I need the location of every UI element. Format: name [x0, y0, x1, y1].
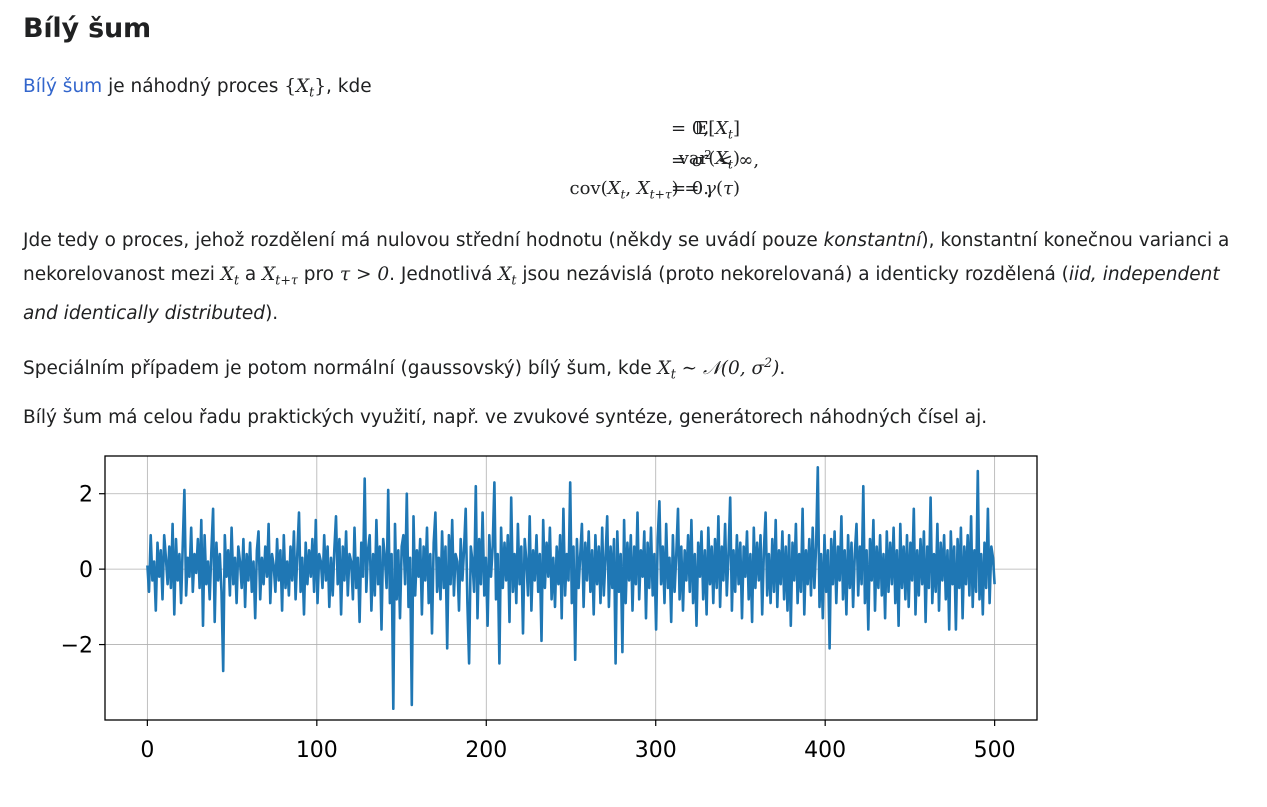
para1-text-6: . Jednotlivá: [389, 263, 499, 285]
para2-math: Xt ∼ 𝒩(0, σ2): [657, 355, 780, 382]
page-title: Bílý šum: [23, 13, 151, 44]
equation-row-3: cov(Xt, Xt+τ) = γ(τ) = 0.: [23, 178, 1245, 206]
intro-text: je náhodný proces: [102, 76, 285, 97]
white-noise-link[interactable]: Bílý šum: [23, 76, 103, 97]
paragraph-definition: Jde tedy o proces, jehož rozdělení má nu…: [23, 224, 1245, 330]
equation-3-lhs: cov(Xt, Xt+τ) = γ(τ): [569, 178, 740, 202]
x-tick-label: 400: [804, 738, 846, 763]
para1-math-tau: τ > 0: [339, 263, 390, 285]
x-tick-label: 300: [635, 738, 677, 763]
para1-text-4: a: [239, 263, 263, 285]
x-tick-label: 0: [140, 738, 154, 763]
equation-2-lhs: var(Xt): [678, 148, 740, 172]
para1-italic-3: and identically distributed: [23, 302, 266, 324]
equation-row-1: 𝔼[Xt] = 0,: [23, 118, 1245, 146]
para2-text-1: Speciálním případem je potom normální (g…: [23, 358, 658, 380]
noise-series-line: [146, 465, 996, 711]
equation-1-rhs: = 0,: [671, 118, 709, 139]
para1-math-xt-2: Xt: [498, 263, 517, 288]
intro-text-end: , kde: [326, 76, 372, 97]
para1-italic-2: iid, independent: [1068, 263, 1220, 285]
paragraph-applications: Bílý šum má celou řadu praktických využi…: [23, 407, 988, 428]
x-tick-label: 500: [974, 738, 1016, 763]
para1-text-7: jsou nezávislá (proto nekorelovaná) a id…: [516, 263, 1069, 285]
x-tick-label: 200: [465, 738, 507, 763]
chart-series: [146, 465, 996, 711]
y-tick-label: 0: [79, 558, 93, 583]
paragraph-gaussian: Speciálním případem je potom normální (g…: [23, 346, 785, 391]
intro-math: {Xt}: [284, 76, 327, 100]
para1-text-3: nekorelovanost mezi: [23, 263, 221, 285]
intro-paragraph: Bílý šum je náhodný proces {Xt}, kde: [23, 70, 372, 109]
para2-text-2: .: [779, 358, 786, 380]
para1-text-5: pro: [297, 263, 340, 285]
equation-2-rhs: = σ2 < ∞,: [671, 148, 760, 171]
para1-math-xt: Xt: [220, 263, 239, 288]
chart-ticks: 0 100 200 300 400 500 −2 0 2: [61, 483, 1016, 763]
para1-text-9: ).: [265, 302, 279, 324]
equation-block: 𝔼[Xt] = 0, var(Xt) = σ2 < ∞, cov(Xt, Xt+…: [23, 118, 1245, 208]
equation-3-rhs: = 0.: [671, 178, 709, 199]
para1-text-2: ), konstantní konečnou varianci a: [921, 230, 1230, 251]
y-tick-label: −2: [61, 634, 93, 659]
para1-text-1: Jde tedy o proces, jehož rozdělení má nu…: [23, 230, 824, 251]
chart-frame: [104, 455, 1038, 721]
y-tick-label: 2: [79, 483, 93, 508]
white-noise-chart: 0 100 200 300 400 500 −2 0 2: [61, 455, 1038, 763]
equation-row-2: var(Xt) = σ2 < ∞,: [23, 148, 1245, 176]
para1-italic-1: konstantní: [823, 230, 922, 251]
x-tick-label: 100: [296, 738, 338, 763]
para1-math-xttau: Xt+τ: [262, 263, 298, 288]
equation-1-lhs: 𝔼[Xt]: [694, 118, 740, 142]
